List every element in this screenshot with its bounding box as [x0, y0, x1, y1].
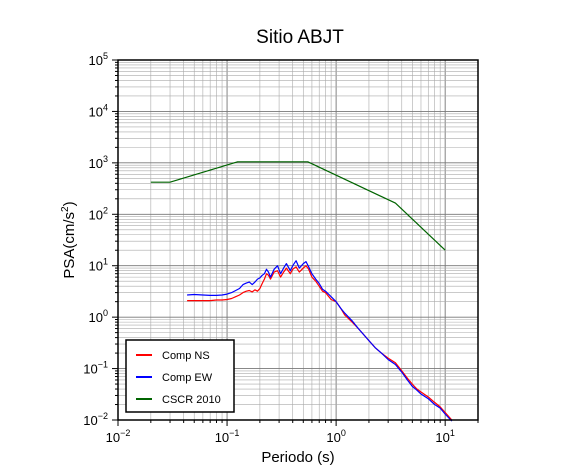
y-tick-label: 102 — [89, 205, 108, 222]
legend-label: Comp EW — [162, 372, 213, 384]
legend: Comp NS Comp EW CSCR 2010 — [125, 339, 235, 413]
legend-label: CSCR 2010 — [162, 394, 221, 406]
y-tick-label: 104 — [89, 102, 108, 119]
y-tick-label: 101 — [89, 257, 108, 274]
y-tick-label: 10−1 — [83, 360, 108, 377]
y-tick-labels: 10−2 10−1 100 101 102 103 104 105 — [83, 51, 108, 428]
x-tick-label: 10−2 — [106, 428, 131, 445]
plot-grid — [117, 59, 479, 421]
chart-title: Sitio ABJT — [256, 27, 344, 48]
y-tick-label: 100 — [89, 308, 108, 325]
legend-label: Comp NS — [162, 350, 210, 362]
series-comp-ns-line — [187, 265, 453, 421]
y-tick-label: 10−2 — [83, 411, 108, 428]
series-comp-ew-line — [187, 260, 453, 422]
series-cscr-2010-line — [150, 161, 446, 251]
y-tick-label: 103 — [89, 154, 108, 171]
x-axis-label: Periodo (s) — [261, 449, 334, 466]
plot-frame — [117, 59, 479, 421]
x-tick-label: 10−1 — [215, 428, 240, 445]
y-tick-label: 105 — [89, 51, 108, 68]
y-axis-label: PSA(cm/s2) — [60, 201, 78, 278]
series-layer — [150, 161, 453, 422]
x-tick-label: 101 — [435, 428, 454, 445]
axis-ticks — [112, 59, 479, 426]
x-tick-labels: 10−2 10−1 100 101 — [106, 428, 455, 445]
x-tick-label: 100 — [326, 428, 345, 445]
